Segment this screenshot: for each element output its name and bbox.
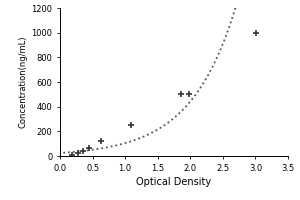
X-axis label: Optical Density: Optical Density xyxy=(136,177,212,187)
Y-axis label: Concentration(ng/mL): Concentration(ng/mL) xyxy=(18,36,27,128)
